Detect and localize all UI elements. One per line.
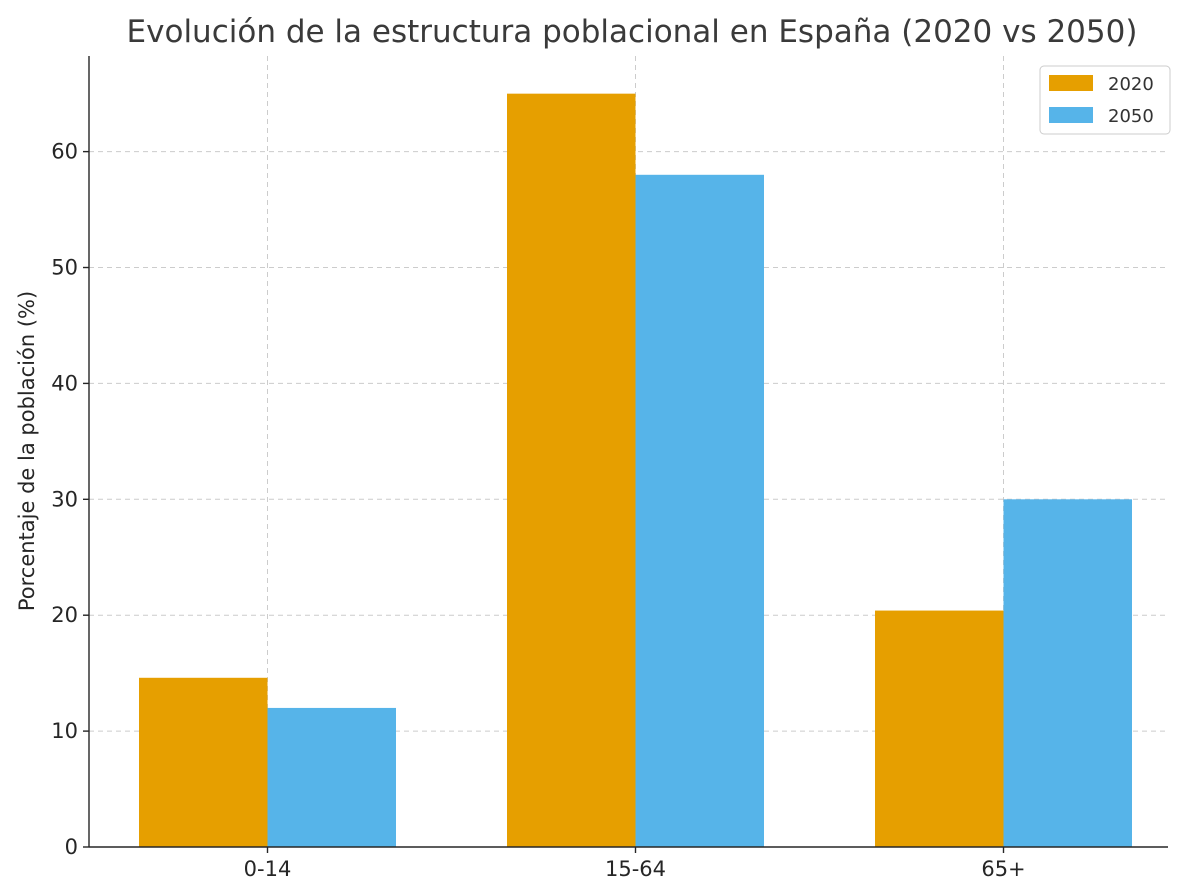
axes-layer <box>88 56 1168 848</box>
x-tick-label: 65+ <box>981 857 1025 881</box>
legend-swatch-2020 <box>1049 75 1093 91</box>
legend-swatch-2050 <box>1049 107 1093 123</box>
y-tick-label: 20 <box>51 603 78 627</box>
bar-2020-15-64 <box>507 93 636 847</box>
legend: 2020 2050 <box>1039 65 1171 135</box>
x-tick-label: 15-64 <box>605 857 666 881</box>
legend-label-2020: 2020 <box>1108 74 1154 95</box>
x-tick-label: 0-14 <box>244 857 292 881</box>
bar-2020-65+ <box>875 610 1004 847</box>
y-tick-label: 40 <box>51 371 78 395</box>
y-tick-label: 50 <box>51 256 78 280</box>
y-tick-label: 0 <box>65 835 78 859</box>
legend-items: 2020 2050 <box>1049 74 1154 127</box>
y-tick-label: 30 <box>51 487 78 511</box>
bar-2050-65+ <box>1003 499 1132 847</box>
legend-label-2050: 2050 <box>1108 106 1154 127</box>
bar-2050-0-14 <box>267 707 396 847</box>
y-axis-label: Porcentaje de la población (%) <box>15 291 39 611</box>
ticks-layer: 0 10 20 30 40 50 60 0-14 15-64 65+ <box>51 140 1025 881</box>
bars-layer <box>139 93 1132 848</box>
bar-2050-15-64 <box>635 174 764 848</box>
bar-2020-0-14 <box>139 677 268 847</box>
y-tick-label: 60 <box>51 140 78 164</box>
chart-title: Evolución de la estructura poblacional e… <box>127 14 1138 50</box>
y-tick-label: 10 <box>51 719 78 743</box>
